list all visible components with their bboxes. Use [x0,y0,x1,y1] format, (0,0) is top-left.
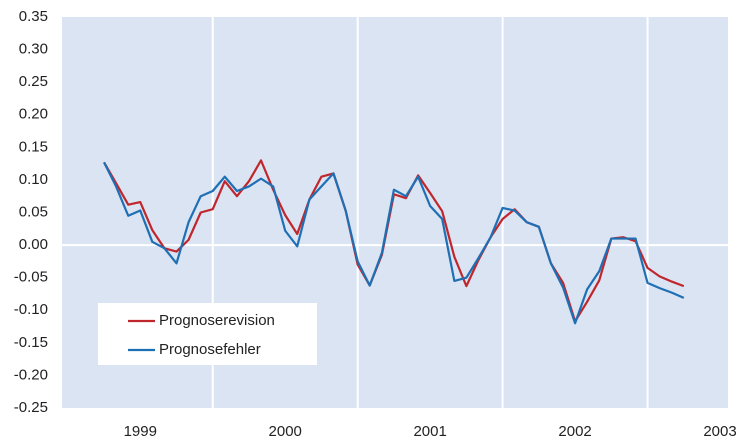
legend-box [98,303,317,365]
y-tick-label: 0.15 [19,138,48,155]
series-line [103,161,685,325]
y-tick-label: -0.05 [14,269,48,286]
y-tick-label: -0.10 [14,301,48,318]
x-tick-label: 2003 [703,423,736,440]
y-tick-label: -0.20 [14,366,48,383]
x-tick-label: 2000 [269,423,302,440]
legend-label: Prognoserevision [159,312,275,329]
y-tick-label: -0.25 [14,399,48,416]
y-tick-label: 0.10 [19,171,48,188]
y-tick-label: 0.35 [19,8,48,25]
x-tick-label: 2001 [413,423,446,440]
x-tick-label: 1999 [124,423,157,440]
y-tick-label: 0.25 [19,73,48,90]
y-tick-label: 0.00 [19,236,48,253]
y-tick-label: 0.05 [19,203,48,220]
legend-label: Prognosefehler [159,341,261,358]
x-tick-label: 2002 [558,423,591,440]
y-tick-label: 0.30 [19,41,48,58]
y-tick-label: 0.20 [19,106,48,123]
y-tick-label: -0.15 [14,334,48,351]
